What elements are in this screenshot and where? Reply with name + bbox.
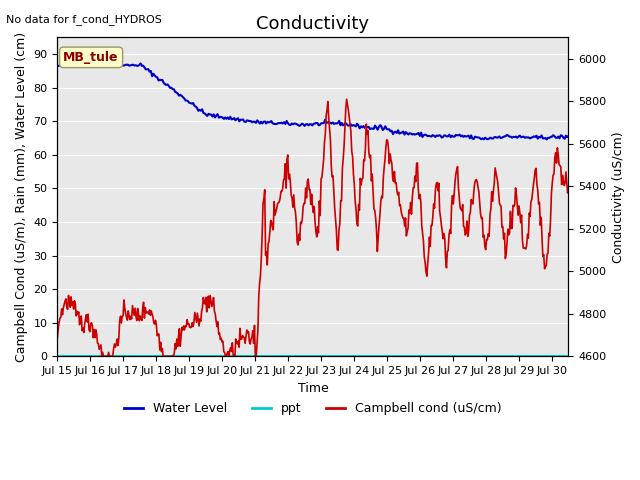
- X-axis label: Time: Time: [298, 382, 328, 395]
- Title: Conductivity: Conductivity: [257, 15, 369, 33]
- Y-axis label: Conductivity (uS/cm): Conductivity (uS/cm): [612, 131, 625, 263]
- Text: No data for f_cond_HYDROS: No data for f_cond_HYDROS: [6, 14, 163, 25]
- Text: MB_tule: MB_tule: [63, 51, 119, 64]
- Legend: Water Level, ppt, Campbell cond (uS/cm): Water Level, ppt, Campbell cond (uS/cm): [119, 397, 507, 420]
- Y-axis label: Campbell Cond (uS/m), Rain (mm), Water Level (cm): Campbell Cond (uS/m), Rain (mm), Water L…: [15, 32, 28, 362]
